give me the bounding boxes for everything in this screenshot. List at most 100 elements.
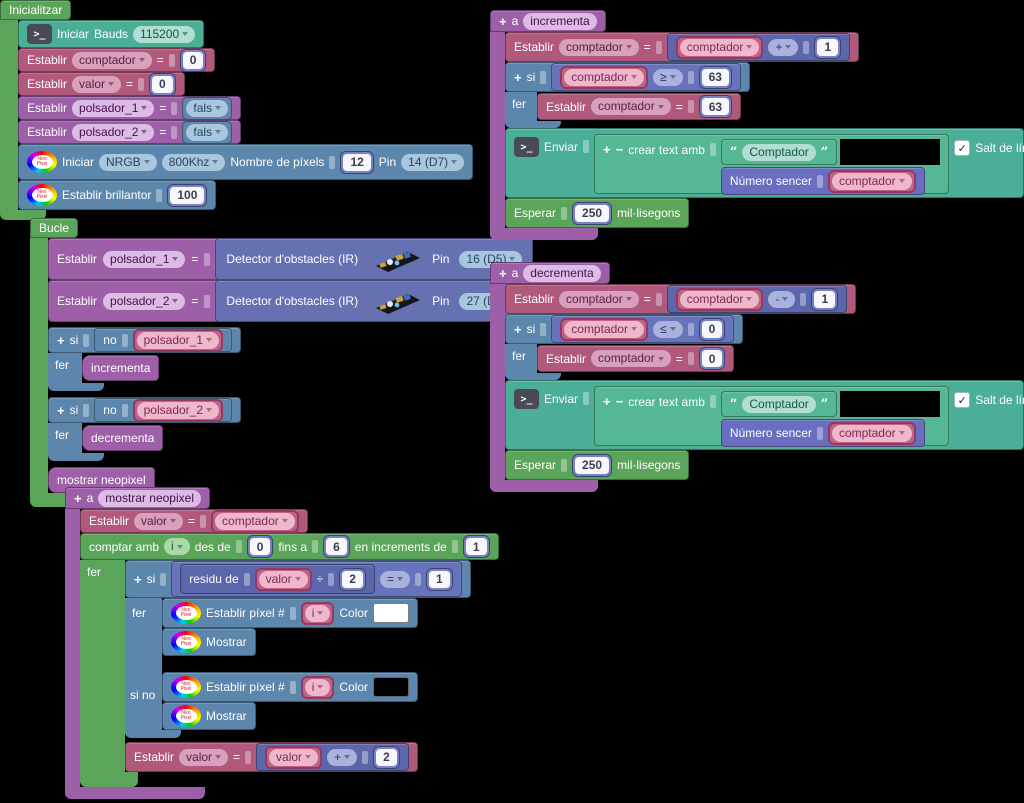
number-block[interactable]: 250 (572, 201, 613, 225)
function-name-field[interactable]: decrementa (523, 264, 601, 282)
set-polsador2-detector-block[interactable]: Establir polsador_2 = Detector d'obstacl… (48, 280, 534, 322)
color-swatch-black[interactable] (373, 677, 410, 697)
variable-dropdown[interactable]: valor (134, 512, 184, 530)
for-loop-header[interactable]: comptar amb i des de 0 fins a 6 en incre… (80, 533, 499, 560)
compare-dropdown[interactable]: ≥ (652, 68, 683, 86)
if-block[interactable]: + si no polsador_1 fer incrementa (48, 327, 242, 391)
function-header[interactable]: + a incrementa (490, 10, 606, 32)
neopixel-show-block[interactable]: Neo Pixel Mostrar (162, 628, 256, 656)
set-comptador-block[interactable]: Establir comptador = 63 (537, 93, 742, 120)
integer-block[interactable]: Número sencer comptador (720, 167, 925, 195)
number-block[interactable]: 63 (698, 65, 732, 89)
compare-block[interactable]: comptador ≥ 63 (551, 63, 741, 91)
set-polsador1-block[interactable]: Establir polsador_1 = fals (18, 96, 242, 120)
string-field[interactable]: Comptador (742, 395, 816, 413)
variable-block[interactable]: valor (265, 745, 323, 769)
number-block[interactable]: 0 (246, 535, 274, 558)
variable-block[interactable]: i (300, 601, 335, 625)
ir-detector-block[interactable]: Detector d'obstacles (IR) Pin 27 (D6) (215, 280, 534, 322)
bauds-dropdown[interactable]: 115200 (133, 25, 196, 43)
number-block[interactable]: 12 (340, 150, 374, 174)
color-swatch-white[interactable] (373, 603, 410, 623)
mutator-plus-icon[interactable]: + (514, 321, 522, 337)
arithmetic-block[interactable]: comptador + 1 (666, 33, 851, 61)
neopixel-init-block[interactable]: Neo Pixel Iniciar NRGB 800Khz Nombre de p… (18, 144, 474, 180)
init-block[interactable]: Inicialitzar >_ Iniciar Bauds 115200 Est… (0, 0, 474, 220)
wait-block[interactable]: Esperar 250 mil·lisegons (505, 198, 690, 228)
number-block[interactable]: 1 (462, 535, 490, 558)
variable-dropdown[interactable]: comptador (559, 290, 639, 308)
variable-block[interactable]: i (300, 675, 335, 699)
number-block[interactable]: 0 (698, 347, 726, 370)
mutator-plus-icon[interactable]: + (57, 332, 65, 348)
set-valor-block[interactable]: Establir valor = 0 (18, 72, 185, 96)
variable-block[interactable]: valor (254, 567, 312, 591)
variable-dropdown[interactable]: polsador_2 (72, 123, 155, 141)
number-block[interactable]: 2 (373, 745, 400, 769)
mutator-plus-icon[interactable]: + (603, 142, 611, 157)
neopixel-brightness-block[interactable]: Neo Pixel Establir brillantor 100 (18, 180, 217, 210)
newline-checkbox[interactable]: ✓ (954, 140, 971, 156)
if-header[interactable]: + si residu de valor ÷ (125, 560, 471, 598)
set-comptador-block[interactable]: Establir comptador = 0 (18, 48, 216, 72)
variable-dropdown[interactable]: polsador_1 (103, 250, 186, 268)
ir-detector-block[interactable]: Detector d'obstacles (IR) Pin 16 (D5) (215, 238, 534, 280)
variable-dropdown[interactable]: comptador (72, 51, 152, 69)
neopixel-show-block[interactable]: Neo Pixel Mostrar (162, 702, 256, 730)
for-loop-block[interactable]: comptar amb i des de 0 fins a 6 en incre… (80, 533, 499, 787)
function-decrementa[interactable]: + a decrementa Establir comptador = comp… (490, 262, 1024, 492)
variable-block[interactable]: comptador (675, 35, 764, 59)
function-mostrar-neopixel[interactable]: + a mostrar neopixel Establir valor = co… (65, 487, 499, 799)
variable-dropdown[interactable]: polsador_2 (103, 292, 186, 310)
if-else-block[interactable]: + si residu de valor ÷ (125, 560, 471, 738)
bucle-header[interactable]: Bucle (30, 218, 79, 238)
number-block[interactable]: 100 (167, 183, 208, 207)
number-block[interactable]: 0 (149, 72, 176, 96)
number-block[interactable]: 6 (323, 535, 350, 558)
variable-block[interactable]: comptador (827, 421, 916, 445)
number-block[interactable]: 0 (698, 317, 726, 341)
neopixel-freq-dropdown[interactable]: 800Khz (161, 153, 226, 171)
variable-block[interactable]: comptador (560, 317, 648, 341)
number-block[interactable]: 2 (339, 567, 366, 591)
variable-block[interactable]: comptador (560, 65, 648, 89)
set-comptador-block[interactable]: Establir comptador = comptador + 1 (505, 32, 860, 62)
newline-checkbox[interactable]: ✓ (954, 392, 971, 408)
serial-send-block[interactable]: >_ Enviar + − crear text amb “ Comptador… (505, 380, 1024, 450)
init-header[interactable]: Inicialitzar (0, 0, 72, 20)
variable-dropdown[interactable]: comptador (559, 38, 639, 56)
operator-dropdown[interactable]: - (768, 290, 796, 308)
number-block[interactable]: 250 (572, 453, 613, 477)
set-comptador-block[interactable]: Establir comptador = comptador - 1 (505, 284, 857, 314)
mutator-plus-icon[interactable]: + (603, 394, 611, 409)
if-header[interactable]: + si comptador ≤ 0 (505, 314, 744, 344)
not-block[interactable]: no polsador_1 (94, 328, 233, 352)
call-decrementa-block[interactable]: decrementa (82, 425, 164, 451)
compare-dropdown[interactable]: ≤ (652, 320, 683, 338)
set-valor-block[interactable]: Establir valor = comptador (80, 509, 308, 533)
call-incrementa-block[interactable]: incrementa (82, 355, 160, 381)
mutator-minus-icon[interactable]: − (615, 142, 624, 157)
number-block[interactable]: 1 (425, 567, 453, 591)
set-polsador2-block[interactable]: Establir polsador_2 = fals (18, 120, 242, 144)
variable-block[interactable]: comptador (827, 169, 916, 193)
mutator-plus-icon[interactable]: + (74, 490, 82, 506)
set-polsador1-detector-block[interactable]: Establir polsador_1 = Detector d'obstacl… (48, 238, 534, 280)
variable-dropdown[interactable]: comptador (591, 350, 671, 367)
variable-block[interactable]: comptador (211, 509, 299, 533)
compare-dropdown[interactable]: = (379, 570, 410, 588)
loop-var-dropdown[interactable]: i (164, 538, 190, 555)
compare-block[interactable]: comptador ≤ 0 (551, 315, 735, 343)
neopixel-set-pixel-block[interactable]: Neo Pixel Establir píxel # i Color (162, 598, 419, 628)
number-block[interactable]: 1 (811, 287, 839, 311)
string-block[interactable]: “ Comptador ” (720, 139, 838, 165)
serial-begin-block[interactable]: >_ Iniciar Bauds 115200 (18, 20, 205, 48)
serial-send-block[interactable]: >_ Enviar + − crear text amb “ Comptador… (505, 128, 1024, 198)
function-header[interactable]: + a decrementa (490, 262, 610, 284)
variable-block[interactable]: comptador (675, 287, 764, 311)
operator-dropdown[interactable]: + (327, 748, 358, 766)
if-block[interactable]: + si no polsador_2 fer decrementa (48, 397, 242, 461)
number-block[interactable]: 63 (698, 95, 733, 118)
if-header[interactable]: + si comptador ≥ 63 (505, 62, 750, 92)
operator-dropdown[interactable]: + (768, 38, 799, 56)
